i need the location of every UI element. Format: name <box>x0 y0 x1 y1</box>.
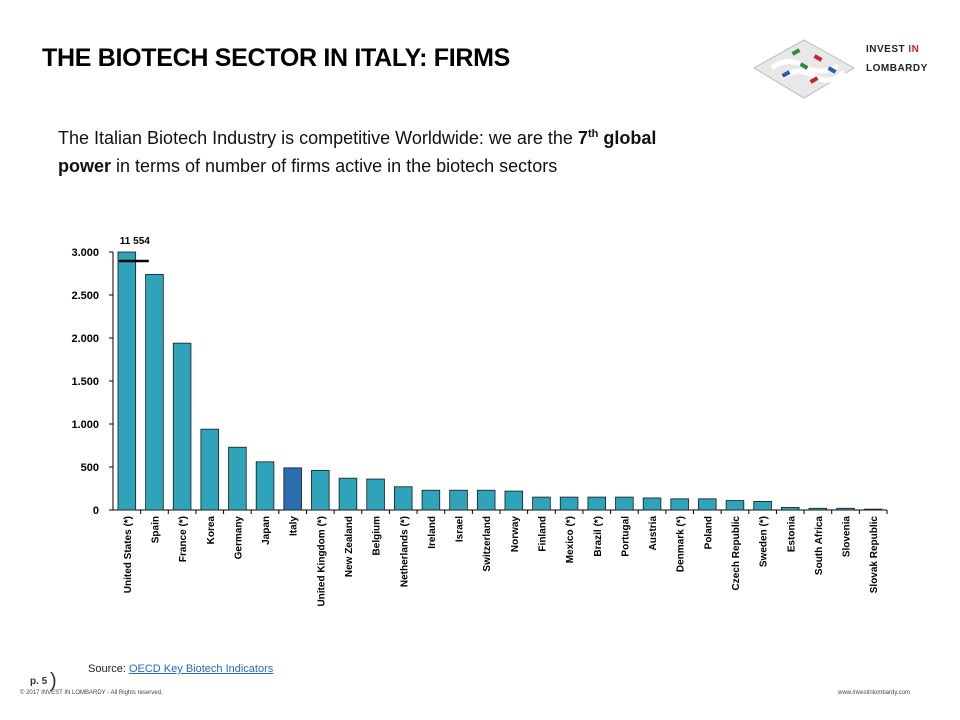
x-tick-label: Spain <box>150 516 161 543</box>
subtitle-bold: power <box>58 156 112 176</box>
subtitle-text: The Italian Biotech Industry is competit… <box>58 128 578 148</box>
bar <box>338 477 358 511</box>
subtitle-bold: 7 <box>577 128 588 148</box>
bar <box>753 500 772 511</box>
bar <box>808 507 828 511</box>
x-tick-label: Brazil (*) <box>593 516 604 557</box>
x-tick-label: South Africa <box>814 516 825 576</box>
x-tick-label: Netherlands (*) <box>399 516 410 587</box>
bar <box>476 489 496 511</box>
x-tick-label: Sweden (*) <box>759 516 770 567</box>
slide-title: THE BIOTECH SECTOR IN ITALY: FIRMS <box>42 44 511 72</box>
subtitle-text: in terms of number of firms active in th… <box>111 156 558 176</box>
website: www.investinlombardy.com <box>838 690 910 696</box>
x-tick-label: Portugal <box>620 516 631 557</box>
bar <box>670 498 689 511</box>
bar <box>145 273 164 511</box>
bar <box>255 461 275 511</box>
x-tick-label: France (*) <box>178 516 189 562</box>
x-tick-label: Mexico (*) <box>565 516 576 563</box>
x-tick-label: Switzerland <box>482 516 493 572</box>
x-tick-label: Japan <box>261 516 272 545</box>
bar <box>117 251 137 511</box>
x-tick-label: United States (*) <box>123 516 134 593</box>
bar <box>725 500 745 511</box>
y-tick-label: 1.500 <box>71 376 99 388</box>
y-tick-label: 1.000 <box>71 419 99 431</box>
x-tick-label: Denmark (*) <box>676 516 687 572</box>
x-tick-label: New Zealand <box>344 516 355 577</box>
bar <box>615 496 634 511</box>
bar <box>421 489 441 511</box>
source-link[interactable]: OECD Key Biotech Indicators <box>128 663 274 675</box>
bar <box>587 496 606 511</box>
x-tick-label: Finland <box>537 516 548 552</box>
logo-word: LOMBARDY <box>866 63 928 74</box>
x-tick-label: Italy <box>289 516 300 536</box>
bar <box>311 470 330 511</box>
logo-word: INVEST <box>866 44 909 55</box>
bar <box>559 496 579 511</box>
subtitle-sup: th <box>587 128 599 140</box>
y-tick-label: 2.000 <box>71 333 99 345</box>
bar <box>283 467 302 511</box>
bar <box>532 496 551 511</box>
bar <box>504 490 524 511</box>
x-tick-label: United Kingdom (*) <box>316 516 327 607</box>
bar <box>449 489 468 511</box>
source: Source: OECD Key Biotech Indicators <box>88 663 273 675</box>
x-tick-label: Austria <box>648 516 659 551</box>
y-tick-label: 0 <box>93 505 99 517</box>
x-tick-label: Poland <box>703 516 714 549</box>
value-label: 11 554 <box>120 236 150 247</box>
x-tick-label: Norway <box>510 516 521 553</box>
y-tick-label: 500 <box>81 462 99 474</box>
bar <box>642 497 662 511</box>
y-tick-label: 2.500 <box>71 290 99 302</box>
subtitle-bold: global <box>598 128 657 148</box>
bar <box>394 486 413 511</box>
bar <box>781 507 800 511</box>
x-tick-label: Slovenia <box>842 516 853 558</box>
x-tick-label: Czech Republic <box>731 516 742 591</box>
bar <box>228 446 247 511</box>
bar <box>836 507 855 511</box>
y-tick-label: 3.000 <box>71 247 99 259</box>
x-tick-label: Estonia <box>786 516 797 553</box>
x-tick-label: Ireland <box>427 516 438 549</box>
bar <box>200 428 219 511</box>
logo-graphic <box>753 39 855 99</box>
logo-word: IN <box>908 44 920 55</box>
bar <box>172 342 192 511</box>
bar <box>698 498 717 511</box>
x-tick-label: Slovak Republic <box>869 516 880 594</box>
source-label: Source: <box>88 663 129 675</box>
page-number-text: p. 5 <box>30 676 48 687</box>
x-tick-label: Israel <box>455 516 466 542</box>
x-tick-label: Korea <box>206 516 217 545</box>
x-tick-label: Belgium <box>372 516 383 556</box>
bar <box>366 478 385 511</box>
subtitle: The Italian Biotech Industry is competit… <box>58 124 656 180</box>
logo-text: INVEST IN LOMBARDY <box>866 40 928 78</box>
page-number: p. 5 ) <box>30 670 57 692</box>
copyright: © 2017 INVEST IN LOMBARDY - All Rights r… <box>20 690 163 696</box>
bar <box>863 508 883 511</box>
x-tick-label: Germany <box>233 516 244 560</box>
